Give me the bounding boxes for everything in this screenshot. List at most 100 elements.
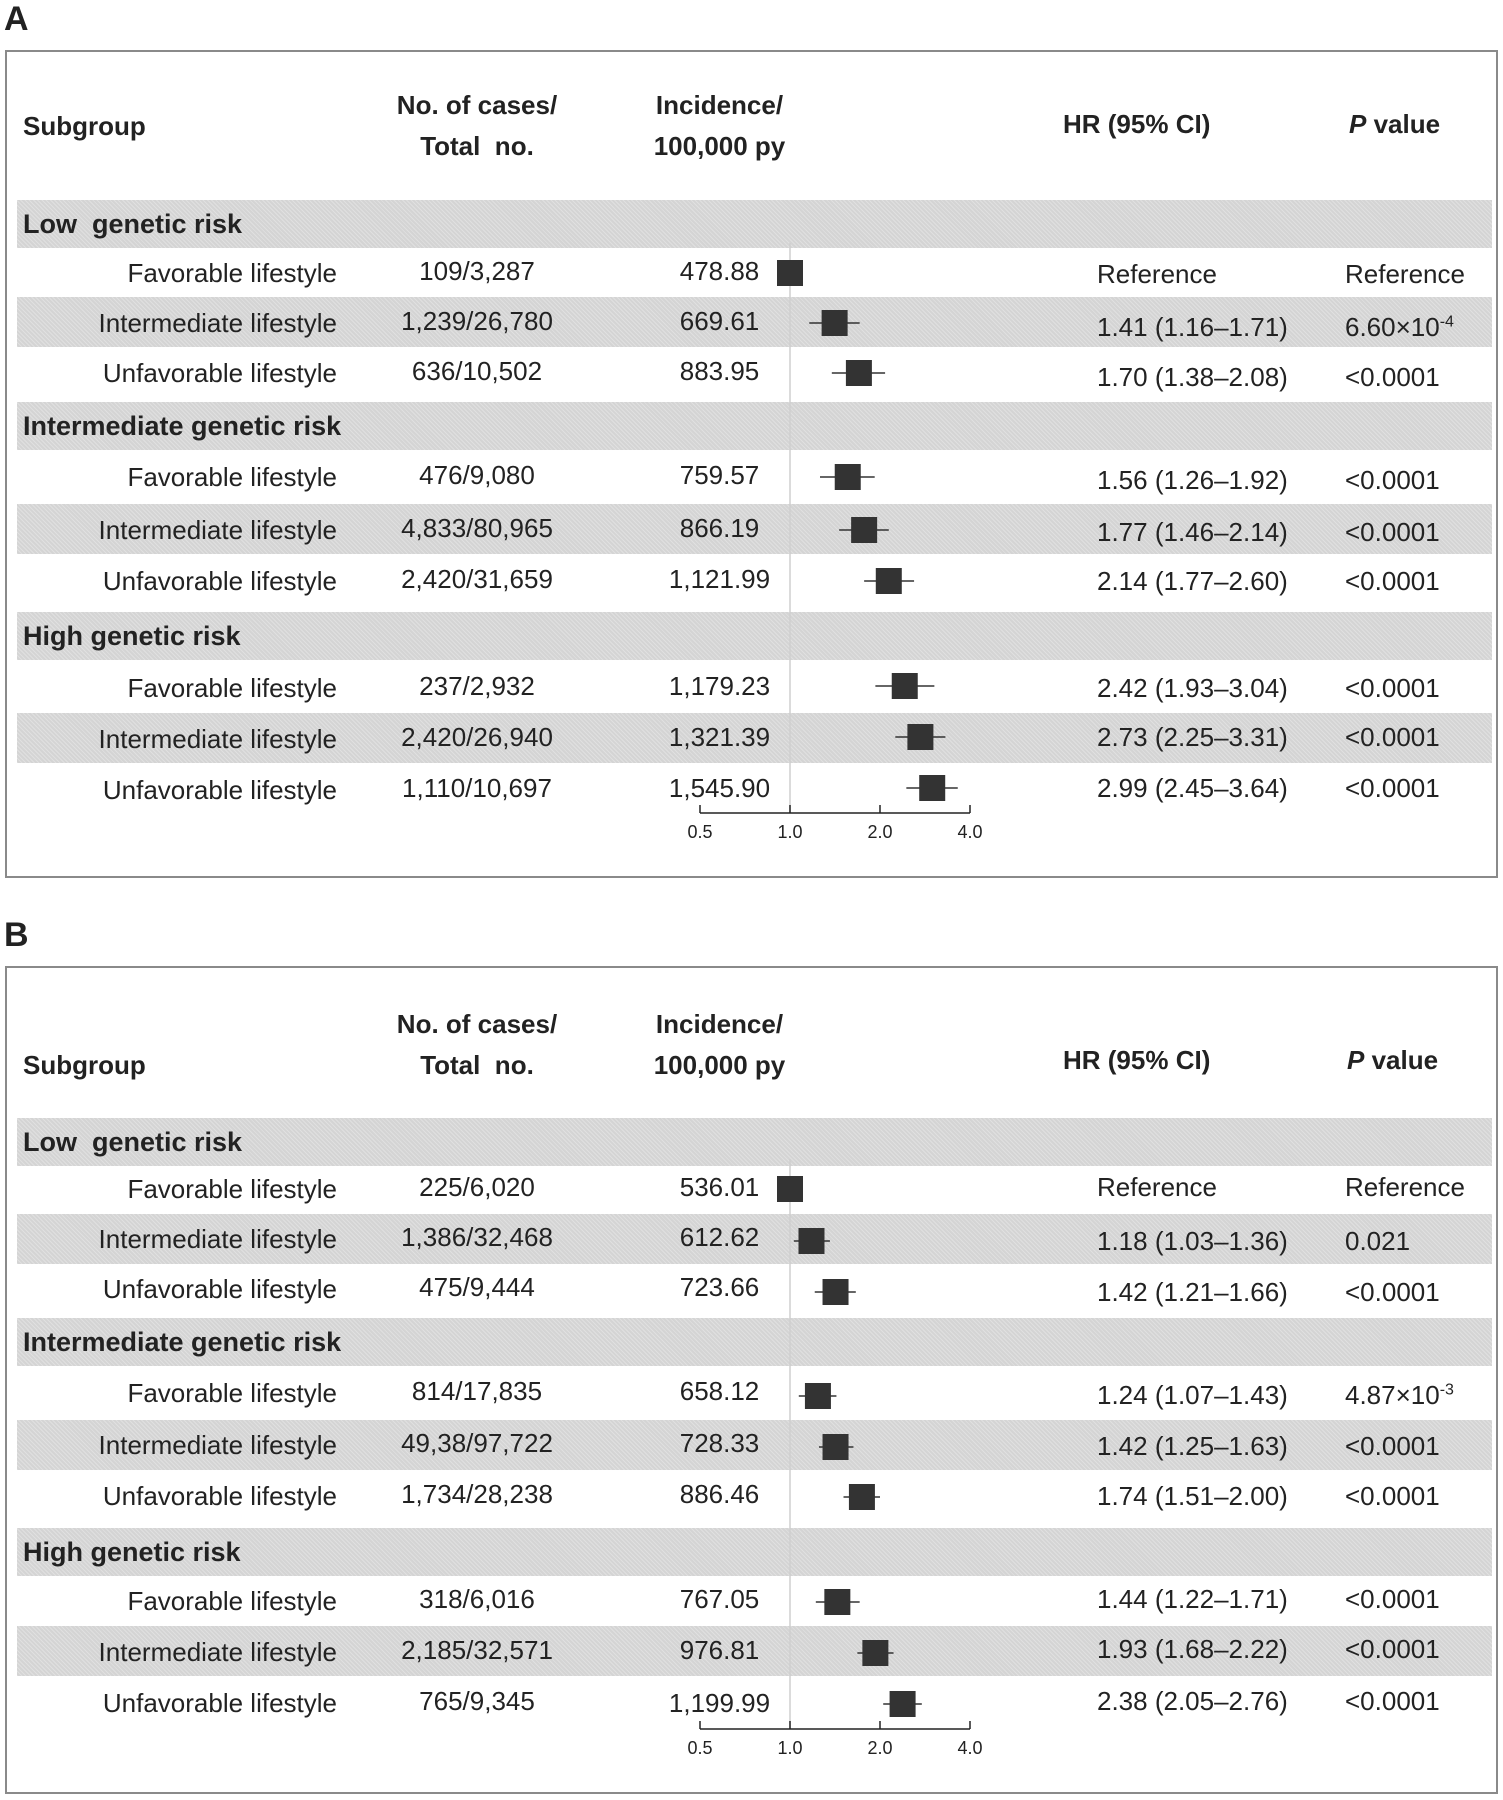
row-incidence: 536.01 bbox=[679, 1172, 760, 1202]
group-bar bbox=[17, 402, 1492, 450]
row-subgroup: Favorable lifestyle bbox=[127, 1174, 337, 1204]
row-hr: 1.56 (1.26–1.92) bbox=[1097, 465, 1288, 495]
row-subgroup: Favorable lifestyle bbox=[127, 1586, 337, 1616]
row-p-text: <0.0001 bbox=[1345, 1686, 1440, 1716]
row-p-exp: -4 bbox=[1439, 313, 1454, 331]
header-p-italic: P bbox=[1347, 1045, 1365, 1075]
header-p-rest: value bbox=[1364, 1045, 1439, 1075]
row-p-text: 6.60×10 bbox=[1345, 312, 1440, 342]
hr-point bbox=[834, 464, 861, 490]
x-tick-label: 2.0 bbox=[867, 822, 892, 842]
row-hr: Reference bbox=[1097, 1172, 1217, 1202]
row-p-value: <0.0001 bbox=[1345, 1624, 1495, 1674]
group-bar bbox=[17, 1318, 1492, 1366]
hr-point bbox=[798, 1228, 825, 1254]
hr-point bbox=[848, 1484, 875, 1510]
x-tick-label: 0.5 bbox=[687, 822, 712, 842]
row-cases: 2,420/26,940 bbox=[401, 722, 553, 752]
row-p-value: <0.0001 bbox=[1345, 763, 1495, 813]
row-cases: 475/9,444 bbox=[419, 1272, 535, 1302]
group-label: High genetic risk bbox=[23, 621, 241, 651]
header-cases-line1: No. of cases/ bbox=[396, 1009, 558, 1039]
row-subgroup: Favorable lifestyle bbox=[127, 1378, 337, 1408]
header-incidence-line2: 100,000 py bbox=[653, 131, 786, 161]
header-p-value: P value bbox=[1347, 1040, 1438, 1081]
row-subgroup: Intermediate lifestyle bbox=[98, 1224, 337, 1254]
row-p-value: <0.0001 bbox=[1345, 712, 1495, 762]
row-hr: 2.38 (2.05–2.76) bbox=[1097, 1686, 1288, 1716]
row-p-value: 6.60×10-4 bbox=[1345, 302, 1495, 352]
hr-point bbox=[845, 360, 872, 386]
row-subgroup: Favorable lifestyle bbox=[127, 258, 337, 288]
row-cases: 1,734/28,238 bbox=[401, 1479, 553, 1509]
row-bar bbox=[17, 713, 1492, 763]
row-hr: 1.44 (1.22–1.71) bbox=[1097, 1584, 1288, 1614]
row-incidence: 723.66 bbox=[679, 1272, 760, 1302]
row-incidence: 767.05 bbox=[679, 1584, 760, 1614]
row-p-text: <0.0001 bbox=[1345, 1481, 1440, 1511]
row-bar bbox=[17, 1214, 1492, 1264]
row-p-value: 4.87×10-3 bbox=[1345, 1370, 1495, 1420]
row-hr: 1.93 (1.68–2.22) bbox=[1097, 1634, 1288, 1664]
row-hr: 2.42 (1.93–3.04) bbox=[1097, 673, 1288, 703]
row-hr: 1.24 (1.07–1.43) bbox=[1097, 1380, 1288, 1410]
hr-point bbox=[822, 1434, 849, 1460]
group-bar bbox=[17, 612, 1492, 660]
row-incidence: 866.19 bbox=[679, 513, 760, 543]
row-incidence: 478.88 bbox=[679, 256, 760, 286]
row-hr: 1.41 (1.16–1.71) bbox=[1097, 312, 1288, 342]
row-hr: 2.99 (2.45–3.64) bbox=[1097, 773, 1288, 803]
row-p-text: <0.0001 bbox=[1345, 673, 1440, 703]
row-p-text: 0.021 bbox=[1345, 1226, 1411, 1256]
header-p-italic: P bbox=[1349, 109, 1367, 139]
group-label: Low genetic risk bbox=[23, 1127, 243, 1157]
group-label: Low genetic risk bbox=[23, 209, 243, 239]
row-cases: 4,833/80,965 bbox=[401, 513, 553, 543]
row-incidence: 1,199.99 bbox=[668, 1688, 771, 1718]
row-cases: 765/9,345 bbox=[419, 1686, 535, 1716]
forest-panel: Subgroup No. of cases/ Total no. Inciden… bbox=[5, 50, 1498, 878]
hr-point bbox=[891, 673, 918, 699]
hr-point bbox=[851, 517, 878, 543]
header-cases-line1: No. of cases/ bbox=[396, 90, 558, 120]
row-incidence: 669.61 bbox=[679, 306, 760, 336]
row-subgroup: Intermediate lifestyle bbox=[98, 1430, 337, 1460]
x-tick-label: 1.0 bbox=[777, 822, 802, 842]
row-subgroup: Unfavorable lifestyle bbox=[102, 358, 337, 388]
header-cases-line2: Total no. bbox=[420, 131, 534, 161]
hr-point bbox=[777, 1176, 803, 1202]
row-p-text: Reference bbox=[1345, 259, 1465, 289]
row-p-value: Reference bbox=[1345, 249, 1495, 299]
row-incidence: 728.33 bbox=[679, 1428, 760, 1458]
row-p-text: <0.0001 bbox=[1345, 773, 1440, 803]
group-label: Intermediate genetic risk bbox=[23, 411, 342, 441]
row-incidence: 759.57 bbox=[679, 460, 760, 490]
header-incidence-line1: Incidence/ bbox=[655, 1009, 784, 1039]
row-subgroup: Favorable lifestyle bbox=[127, 462, 337, 492]
row-p-exp: -3 bbox=[1439, 1381, 1454, 1399]
row-p-text: <0.0001 bbox=[1345, 362, 1440, 392]
x-tick-label: 4.0 bbox=[957, 1738, 982, 1758]
hr-point bbox=[824, 1589, 851, 1615]
forest-panel: Subgroup No. of cases/ Total no. Inciden… bbox=[5, 966, 1498, 1794]
x-tick-label: 0.5 bbox=[687, 1738, 712, 1758]
row-p-text: <0.0001 bbox=[1345, 465, 1440, 495]
x-tick-label: 2.0 bbox=[867, 1738, 892, 1758]
row-p-value: <0.0001 bbox=[1345, 663, 1495, 713]
row-hr: 1.18 (1.03–1.36) bbox=[1097, 1226, 1288, 1256]
row-incidence: 1,545.90 bbox=[668, 773, 771, 803]
header-hr: HR (95% CI) bbox=[1063, 1045, 1211, 1075]
row-incidence: 1,321.39 bbox=[668, 722, 771, 752]
row-cases: 225/6,020 bbox=[419, 1172, 535, 1202]
row-cases: 636/10,502 bbox=[411, 356, 543, 386]
row-p-text: 4.87×10 bbox=[1345, 1380, 1440, 1410]
row-hr: 1.42 (1.21–1.66) bbox=[1097, 1277, 1288, 1307]
row-p-text: Reference bbox=[1345, 1172, 1465, 1202]
row-incidence: 1,179.23 bbox=[668, 671, 771, 701]
header-incidence: Incidence/ 100,000 py bbox=[607, 1004, 832, 1086]
row-subgroup: Intermediate lifestyle bbox=[98, 515, 337, 545]
row-p-value: <0.0001 bbox=[1345, 1676, 1495, 1726]
row-p-value: <0.0001 bbox=[1345, 1574, 1495, 1624]
header-subgroup: Subgroup bbox=[23, 111, 146, 141]
row-hr: 1.70 (1.38–2.08) bbox=[1097, 362, 1288, 392]
